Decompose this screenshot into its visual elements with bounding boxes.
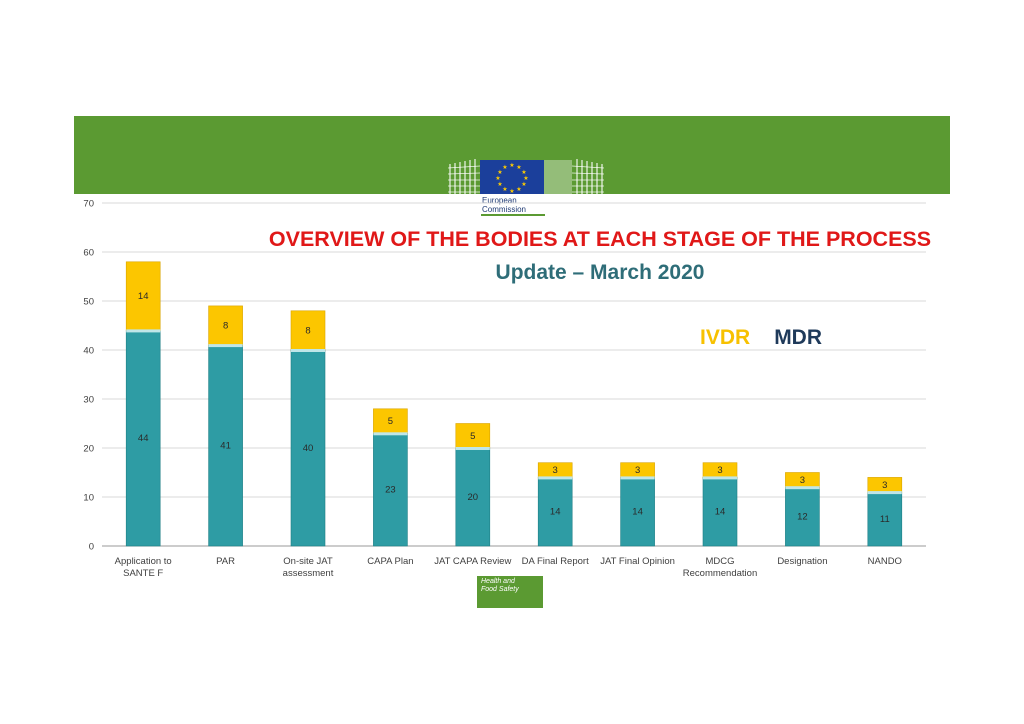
bar-ivdr bbox=[373, 408, 408, 434]
y-tick-label: 0 bbox=[89, 542, 94, 553]
data-label-mdr: 14 bbox=[550, 507, 561, 518]
data-label-ivdr: 3 bbox=[882, 480, 887, 491]
bar-ivdr bbox=[208, 305, 243, 346]
y-tick-label: 70 bbox=[83, 199, 94, 210]
data-label-mdr: 44 bbox=[138, 433, 149, 444]
svg-text:★: ★ bbox=[521, 181, 526, 188]
bar-seam bbox=[373, 432, 408, 436]
bar-mdr bbox=[290, 349, 326, 547]
bar-seam bbox=[126, 329, 161, 333]
chart-legend: IVDR MDR bbox=[700, 326, 846, 350]
y-tick-label: 60 bbox=[83, 248, 94, 259]
bar-mdr bbox=[785, 486, 820, 547]
y-tick-label: 10 bbox=[83, 493, 94, 504]
bar-seam bbox=[620, 476, 655, 480]
svg-text:★: ★ bbox=[516, 186, 521, 193]
data-label-ivdr: 14 bbox=[138, 291, 149, 302]
y-tick-label: 50 bbox=[83, 297, 94, 308]
svg-text:★: ★ bbox=[509, 162, 514, 169]
data-label-ivdr: 3 bbox=[800, 475, 805, 486]
x-tick-label: Application to bbox=[115, 556, 172, 567]
bar-mdr bbox=[702, 477, 738, 547]
data-label-mdr: 14 bbox=[715, 507, 726, 518]
y-tick-label: 20 bbox=[83, 444, 94, 455]
logo-text: European Commission bbox=[482, 196, 562, 214]
svg-text:★: ★ bbox=[502, 186, 507, 193]
data-label-mdr: 23 bbox=[385, 485, 396, 496]
bar-seam bbox=[785, 486, 820, 490]
svg-text:★: ★ bbox=[497, 181, 502, 188]
svg-text:★: ★ bbox=[497, 169, 502, 176]
bars-layer bbox=[125, 261, 903, 547]
svg-text:★: ★ bbox=[521, 169, 526, 176]
bar-seam bbox=[455, 447, 490, 450]
bar-seam bbox=[867, 491, 902, 495]
svg-text:★: ★ bbox=[516, 164, 521, 171]
badge-line2: Food Safety bbox=[481, 586, 519, 593]
x-tick-label: JAT CAPA Review bbox=[434, 556, 511, 567]
data-label-mdr: 40 bbox=[303, 443, 314, 454]
bar-seam bbox=[291, 349, 325, 352]
x-tick-label: On-site JAT bbox=[283, 556, 333, 567]
x-tick-label: CAPA Plan bbox=[367, 556, 413, 567]
bar-ivdr bbox=[125, 261, 161, 331]
logo-underline bbox=[481, 214, 545, 216]
logo-text-line2: Commission bbox=[482, 205, 527, 214]
data-label-ivdr: 3 bbox=[717, 465, 722, 476]
chart-title: OVERVIEW OF THE BODIES AT EACH STAGE OF … bbox=[268, 227, 932, 251]
bar-seam bbox=[208, 344, 243, 348]
svg-text:★: ★ bbox=[509, 188, 514, 195]
y-tick-label: 30 bbox=[83, 395, 94, 406]
bar-seam bbox=[703, 476, 737, 480]
data-label-mdr: 11 bbox=[880, 514, 890, 525]
bar-mdr bbox=[455, 447, 491, 547]
data-label-ivdr: 3 bbox=[553, 465, 558, 476]
x-tick-label: PAR bbox=[216, 556, 235, 567]
x-tick-label: Designation bbox=[777, 556, 827, 567]
bar-ivdr bbox=[455, 423, 491, 449]
bar-seam bbox=[538, 476, 573, 480]
x-tick-label: SANTE F bbox=[123, 568, 163, 579]
legend-ivdr: IVDR bbox=[700, 326, 751, 349]
bar-mdr bbox=[537, 477, 573, 547]
x-tick-label: Recommendation bbox=[683, 568, 757, 579]
svg-text:★: ★ bbox=[495, 175, 500, 182]
bar-mdr bbox=[620, 477, 655, 547]
chart-subtitle: Update – March 2020 bbox=[495, 261, 705, 284]
data-label-mdr: 41 bbox=[220, 441, 231, 452]
data-label-ivdr: 5 bbox=[388, 416, 393, 427]
european-commission-logo: ★ ★★★ ★★★★ ★★★★ bbox=[447, 159, 605, 195]
health-food-safety-badge: Health and Food Safety bbox=[477, 576, 543, 608]
svg-text:★: ★ bbox=[523, 175, 528, 182]
x-tick-label: assessment bbox=[283, 568, 334, 579]
x-tick-label: NANDO bbox=[868, 556, 902, 567]
y-tick-label: 40 bbox=[83, 346, 94, 357]
data-label-ivdr: 5 bbox=[470, 431, 475, 442]
data-label-mdr: 12 bbox=[797, 512, 808, 523]
data-label-ivdr: 8 bbox=[305, 325, 310, 336]
data-label-ivdr: 8 bbox=[223, 321, 228, 332]
data-label-mdr: 20 bbox=[468, 492, 479, 503]
x-tick-label: MDCG bbox=[705, 556, 734, 567]
data-label-ivdr: 3 bbox=[635, 465, 640, 476]
bar-mdr bbox=[208, 344, 243, 547]
x-tick-label: JAT Final Opinion bbox=[600, 556, 675, 567]
legend-mdr: MDR bbox=[774, 326, 823, 349]
bar-mdr bbox=[373, 432, 408, 547]
badge-line1: Health and bbox=[481, 578, 515, 585]
logo-text-line1: European bbox=[482, 196, 517, 205]
data-label-mdr: 14 bbox=[632, 507, 643, 518]
x-tick-label: DA Final Report bbox=[522, 556, 589, 567]
svg-text:★: ★ bbox=[502, 164, 507, 171]
